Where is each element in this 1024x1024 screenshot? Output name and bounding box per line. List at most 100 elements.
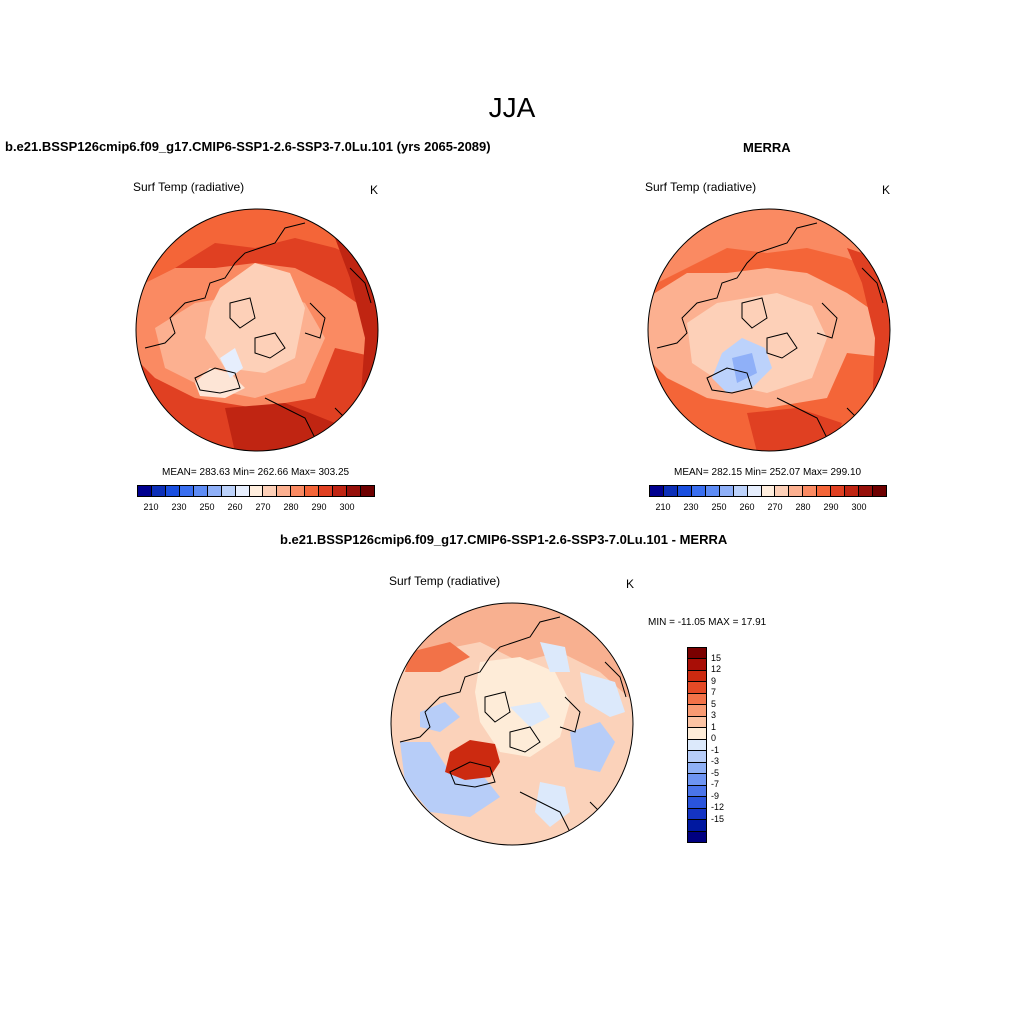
diff-colorbar-swatch: [688, 739, 706, 752]
model-colorbar-tick-label: 300: [339, 502, 355, 512]
diff-colorbar-swatch: [688, 751, 706, 763]
obs-colorbar-swatch: [650, 486, 664, 496]
diff-colorbar-tick-label: -12: [711, 802, 725, 813]
diff-colorbar-tick-label: -7: [711, 779, 720, 790]
diff-colorbar-swatch: [688, 831, 706, 842]
diff-colorbar-tick-label: 0: [711, 733, 717, 744]
model-colorbar-swatch: [249, 486, 264, 496]
diff-colorbar-swatch: [688, 705, 706, 717]
model-panel-title: b.e21.BSSP126cmip6.f09_g17.CMIP6-SSP1-2.…: [5, 139, 491, 154]
model-colorbar-swatch: [179, 486, 194, 496]
obs-colorbar-swatch: [719, 486, 734, 496]
model-colorbar-swatch: [319, 486, 334, 496]
diff-colorbar-tick-label: -5: [711, 767, 720, 778]
obs-colorbar-swatch: [691, 486, 706, 496]
season-title: JJA: [488, 92, 536, 123]
diff-colorbar-tick-label: 3: [711, 710, 717, 721]
obs-colorbar-tick-label: 230: [683, 502, 699, 512]
obs-colorbar: [649, 485, 887, 497]
obs-panel-title: MERRA: [743, 140, 791, 155]
diff-colorbar-swatch: [688, 728, 706, 740]
diff-colorbar-swatch: [688, 682, 706, 694]
diff-panel-units: K: [626, 577, 635, 591]
diff-colorbar-tick-label: 9: [711, 675, 717, 686]
diff-colorbar-tick-label: 15: [711, 652, 722, 663]
diff-colorbar-swatch: [688, 785, 706, 798]
diff-colorbar-swatch: [688, 762, 706, 775]
diff-panel-title: b.e21.BSSP126cmip6.f09_g17.CMIP6-SSP1-2.…: [280, 532, 728, 547]
diff-colorbar-swatch: [688, 820, 706, 832]
model-colorbar-swatch: [221, 486, 236, 496]
diff-stats: MIN = -11.05 MAX = 17.91: [648, 617, 767, 628]
obs-colorbar-swatch: [733, 486, 748, 496]
obs-colorbar-tick-label: 290: [823, 502, 839, 512]
obs-colorbar-swatch: [705, 486, 720, 496]
diff-colorbar-swatch: [688, 659, 706, 671]
diff-colorbar-tick-label: 5: [711, 698, 717, 709]
diff-colorbar-tick-label: 7: [711, 687, 717, 698]
model-colorbar-tick-label: 290: [311, 502, 327, 512]
model-colorbar-tick-label: 250: [199, 502, 215, 512]
model-colorbar-swatch: [138, 486, 152, 496]
diff-polar-map: [390, 602, 634, 846]
model-colorbar-tick-label: 270: [255, 502, 271, 512]
diff-colorbar-tick-label: -1: [711, 744, 720, 755]
diff-colorbar-swatch: [688, 808, 706, 821]
model-colorbar-swatch: [347, 486, 361, 496]
model-colorbar-swatch: [207, 486, 222, 496]
model-colorbar-swatch: [277, 486, 292, 496]
diff-panel-subtitle: Surf Temp (radiative): [389, 574, 501, 588]
model-colorbar-swatch: [333, 486, 348, 496]
model-colorbar: [137, 485, 375, 497]
obs-colorbar-swatch: [663, 486, 678, 496]
model-colorbar-swatch: [361, 486, 374, 496]
diff-colorbar-swatch: [688, 693, 706, 706]
model-colorbar-swatch: [263, 486, 278, 496]
obs-colorbar-swatch: [803, 486, 818, 496]
obs-colorbar-swatch: [831, 486, 846, 496]
diff-colorbar-tick-label: -3: [711, 756, 720, 767]
obs-panel-units: K: [882, 183, 891, 197]
model-colorbar-ticks: 210 230 250 260 270 280 290 300: [137, 502, 375, 514]
diff-colorbar-tick-label: -9: [711, 790, 720, 801]
model-colorbar-tick-label: 210: [143, 502, 159, 512]
model-colorbar-tick-label: 280: [283, 502, 299, 512]
obs-colorbar-tick-label: 280: [795, 502, 811, 512]
model-panel-subtitle: Surf Temp (radiative): [133, 180, 245, 194]
model-colorbar-swatch: [235, 486, 250, 496]
obs-colorbar-swatch: [789, 486, 804, 496]
diff-colorbar-tick-label: 12: [711, 664, 722, 675]
obs-colorbar-tick-label: 210: [655, 502, 671, 512]
model-colorbar-swatch: [165, 486, 180, 496]
obs-colorbar-swatch: [859, 486, 873, 496]
obs-colorbar-tick-label: 270: [767, 502, 783, 512]
obs-colorbar-swatch: [817, 486, 832, 496]
diff-colorbar-swatch: [688, 670, 706, 683]
model-panel-units: K: [370, 183, 379, 197]
obs-colorbar-tick-label: 300: [851, 502, 867, 512]
model-polar-map: [135, 208, 379, 452]
obs-panel-subtitle: Surf Temp (radiative): [645, 180, 757, 194]
diff-colorbar-ticks: 15 12 9 7 5 3 1 0 -1 -3 -5 -7 -9 -12 -15: [711, 647, 741, 843]
obs-stats: MEAN= 282.15 Min= 252.07 Max= 299.10: [674, 467, 862, 478]
diff-colorbar: [687, 647, 707, 843]
obs-colorbar-swatch: [761, 486, 776, 496]
diff-colorbar-swatch: [688, 797, 706, 809]
model-colorbar-tick-label: 260: [227, 502, 243, 512]
obs-colorbar-swatch: [677, 486, 692, 496]
model-stats: MEAN= 283.63 Min= 262.66 Max= 303.25: [162, 467, 350, 478]
diff-colorbar-swatch: [688, 648, 706, 660]
model-colorbar-swatch: [151, 486, 166, 496]
obs-colorbar-tick-label: 250: [711, 502, 727, 512]
obs-colorbar-swatch: [845, 486, 860, 496]
obs-colorbar-ticks: 210 230 250 260 270 280 290 300: [649, 502, 887, 514]
model-colorbar-swatch: [291, 486, 306, 496]
diff-colorbar-tick-label: -15: [711, 813, 725, 824]
obs-colorbar-swatch: [775, 486, 790, 496]
obs-colorbar-swatch: [747, 486, 762, 496]
obs-colorbar-tick-label: 260: [739, 502, 755, 512]
model-colorbar-swatch: [305, 486, 320, 496]
diff-colorbar-swatch: [688, 774, 706, 786]
obs-polar-map: [647, 208, 891, 452]
obs-colorbar-swatch: [873, 486, 886, 496]
